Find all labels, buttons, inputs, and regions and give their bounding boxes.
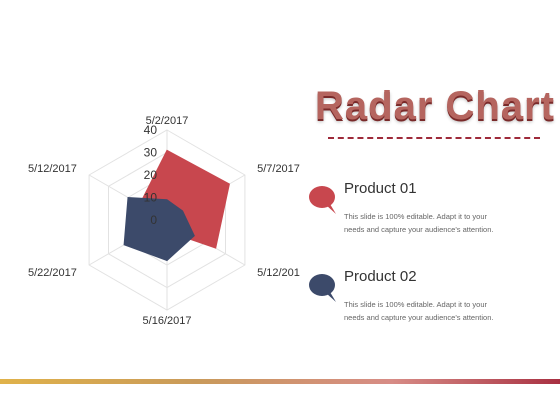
radial-tick-labels: 0 10 20 30 40 — [144, 123, 158, 227]
tick-label: 10 — [144, 191, 158, 205]
bottom-gradient-bar — [0, 379, 560, 384]
radar-chart: 0 10 20 30 40 5/2/2017 5/7/2017 5/12/2017 5/16/… — [28, 115, 300, 327]
tick-label: 20 — [144, 168, 158, 182]
slide-title: Radar Chart — [315, 84, 555, 128]
tick-label: 40 — [144, 123, 158, 137]
speech-bubble-icon — [309, 186, 336, 214]
category-label: 5/2/2017 — [146, 115, 189, 127]
legend-description: This slide is 100% editable. Adapt it to… — [344, 300, 494, 322]
category-label: 5/12/2017 — [257, 267, 300, 279]
title-dashed-rule — [328, 137, 540, 139]
tick-label: 0 — [150, 213, 157, 227]
legend-name: Product 02 — [344, 268, 417, 285]
tick-label: 30 — [144, 146, 158, 160]
category-label: 5/16/2017 — [143, 315, 192, 327]
speech-bubble-icon — [309, 274, 336, 302]
radar-series — [123, 149, 230, 262]
series-area-product-02 — [123, 196, 195, 262]
category-label: 5/12/2017 — [28, 163, 77, 175]
legend-description: This slide is 100% editable. Adapt it to… — [344, 212, 494, 234]
axis-category-labels: 5/2/2017 5/7/2017 5/12/2017 5/16/2017 5/22/2… — [28, 115, 300, 327]
legend-name: Product 01 — [344, 180, 417, 197]
category-label: 5/22/2017 — [28, 267, 77, 279]
category-label: 5/7/2017 — [257, 163, 300, 175]
